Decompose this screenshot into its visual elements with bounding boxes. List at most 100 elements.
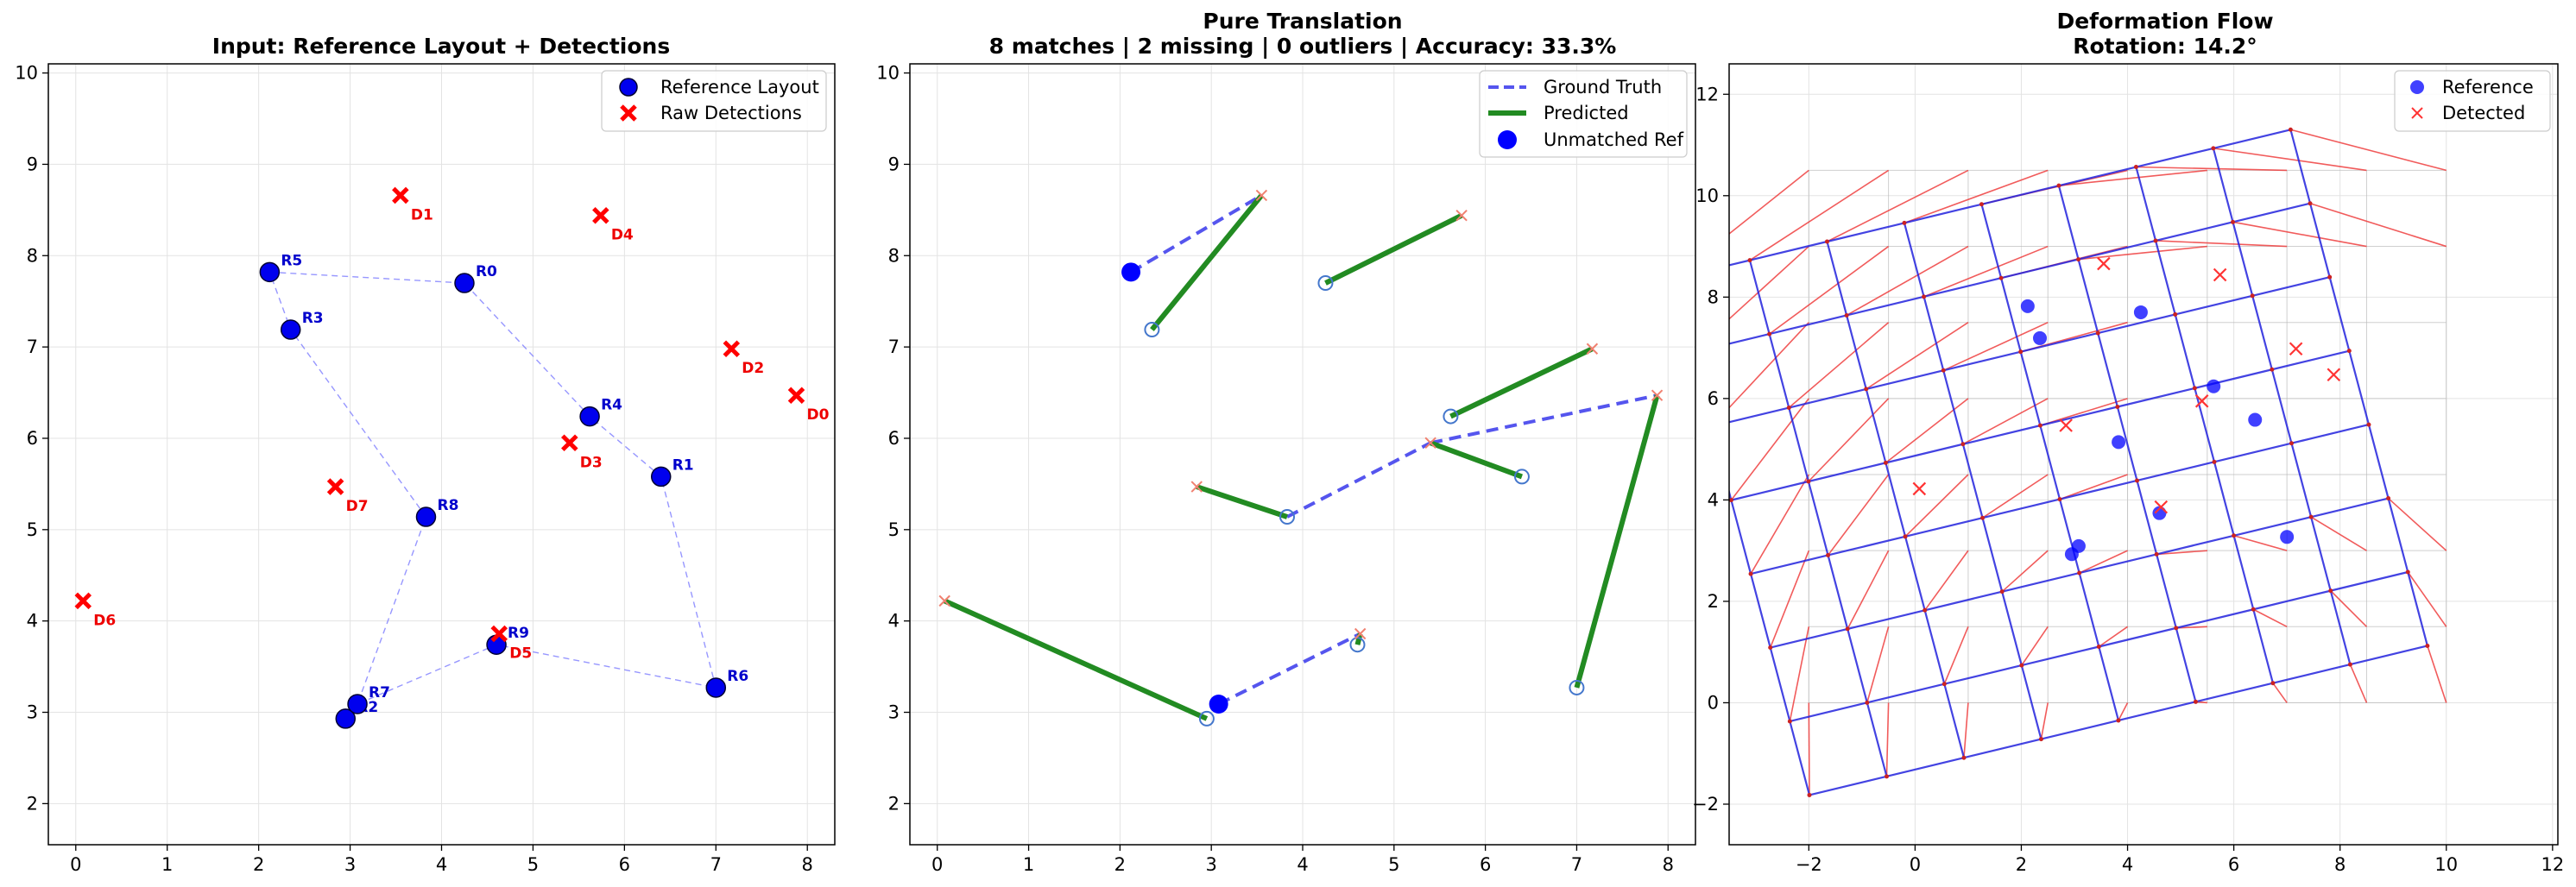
axes-frame	[909, 63, 1696, 846]
reference-point	[2133, 305, 2148, 319]
flow-vector	[1866, 322, 1969, 390]
grid-node	[1865, 700, 1870, 705]
y-tick-label: 3	[27, 702, 38, 723]
y-tick-label: 9	[27, 154, 38, 174]
predicted-line	[1324, 213, 1463, 286]
reference-label: R5	[281, 252, 302, 269]
grid-node	[2037, 423, 2042, 428]
x-tick-label: 5	[527, 854, 539, 875]
grid-node	[1747, 258, 1752, 263]
detection-label: D1	[411, 206, 433, 223]
x-tick-label: 3	[1205, 854, 1216, 875]
flow-vector	[1789, 626, 1810, 722]
flow-vector	[1827, 474, 1890, 556]
reference-point	[280, 319, 301, 340]
deformed-grid-line	[1903, 223, 2042, 739]
reference-label: R7	[369, 684, 390, 701]
grid-node	[1690, 350, 1695, 355]
legend-marker-reference	[619, 78, 638, 97]
reference-point	[259, 261, 281, 283]
grid-node	[2173, 311, 2178, 317]
flow-vector	[2058, 169, 2207, 186]
chart-subtitle: 8 matches | 2 missing | 0 outliers | Acc…	[989, 34, 1617, 59]
axis-ticks: 0 1 2 3 4 5 6 7 8 2 3 4 5 6 7 8 9 10	[15, 63, 813, 875]
detection-point-stroke	[561, 434, 578, 452]
deformed-grid-line	[2289, 129, 2428, 646]
detection-point-stroke	[787, 387, 805, 404]
flow-vector	[2079, 550, 2128, 574]
y-tick-label: 9	[888, 154, 900, 174]
panel-input-layout: Input: Reference Layout + Detections 0 1 2…	[15, 34, 836, 875]
detection-point	[561, 434, 578, 452]
reference-label: R3	[302, 310, 324, 327]
flow-vector	[1847, 550, 1890, 630]
y-tick-label: 7	[27, 337, 38, 357]
detection-point-stroke	[326, 478, 344, 495]
matched-reference-point	[1144, 322, 1160, 338]
grid-node	[2232, 533, 2237, 538]
y-tick-label: 5	[27, 519, 38, 540]
predicted-line	[1449, 346, 1594, 419]
legend: Reference Layout Raw Detections	[601, 70, 827, 132]
reference-label: R8	[437, 497, 458, 514]
plot-area	[938, 189, 1664, 727]
detection-label: D2	[742, 360, 764, 377]
detection-point	[392, 186, 409, 204]
x-tick-label: 0	[931, 854, 943, 875]
grid-node	[2019, 663, 2024, 668]
flow-vector	[2059, 474, 2128, 500]
x-tick-label: 3	[344, 854, 356, 875]
deformed-grid-line	[2212, 148, 2352, 665]
predicted-line	[1196, 484, 1288, 519]
detection-marker-stroke	[1651, 389, 1664, 401]
grid-node	[1923, 607, 1928, 613]
detection-marker-stroke	[1190, 481, 1203, 493]
grid-node	[2231, 219, 2236, 224]
grid-node	[2366, 422, 2371, 427]
detection-marker	[1651, 389, 1664, 401]
grid-node	[1767, 331, 1772, 337]
ground-truth-line	[1430, 393, 1657, 445]
flow-vector	[2388, 497, 2447, 551]
deformed-grid-line	[1980, 204, 2120, 721]
flow-vector	[1827, 169, 1969, 242]
flow-vector	[2252, 608, 2288, 628]
flow-vector	[1943, 626, 1969, 685]
grid-node	[1998, 275, 2004, 280]
flow-vector	[2349, 664, 2368, 703]
chart-title: Input: Reference Layout + Detections	[212, 34, 670, 59]
legend-marker-detection	[620, 104, 637, 122]
legend-label: Reference Layout	[660, 77, 819, 98]
y-tick-label: 8	[27, 245, 38, 266]
detected-point	[2097, 256, 2111, 271]
plot-area	[1690, 127, 2447, 797]
ground-truth-line	[1130, 193, 1263, 274]
flow-vector	[2232, 221, 2367, 248]
chart-title: Pure Translation	[1203, 9, 1402, 34]
flow-vector	[2290, 129, 2447, 172]
grid-node	[2018, 349, 2024, 355]
flow-vector	[1750, 474, 1809, 575]
detected-point-stroke	[2289, 342, 2303, 356]
grid-node	[1922, 294, 1927, 299]
detection-point-stroke	[392, 186, 409, 204]
detection-point	[787, 387, 805, 404]
x-tick-label: 10	[2434, 854, 2458, 875]
grid-node	[1980, 515, 1986, 520]
reference-label: R9	[508, 625, 529, 642]
flow-vector	[2118, 702, 2129, 721]
flow-vector	[1808, 398, 1890, 482]
grid	[48, 64, 835, 845]
y-tick-label: 5	[888, 519, 900, 540]
grid-node	[2289, 441, 2294, 446]
grid-node	[2153, 238, 2158, 243]
detection-label: D7	[346, 498, 369, 515]
flow-vector	[2330, 590, 2368, 627]
grid-node	[2193, 699, 2198, 704]
detection-marker	[1190, 481, 1203, 493]
flow-vector	[2001, 550, 2049, 593]
grid-node	[1979, 202, 1984, 207]
flow-vector	[1729, 322, 1809, 409]
y-tick-label: 10	[876, 63, 900, 84]
grid-node	[2076, 257, 2081, 262]
